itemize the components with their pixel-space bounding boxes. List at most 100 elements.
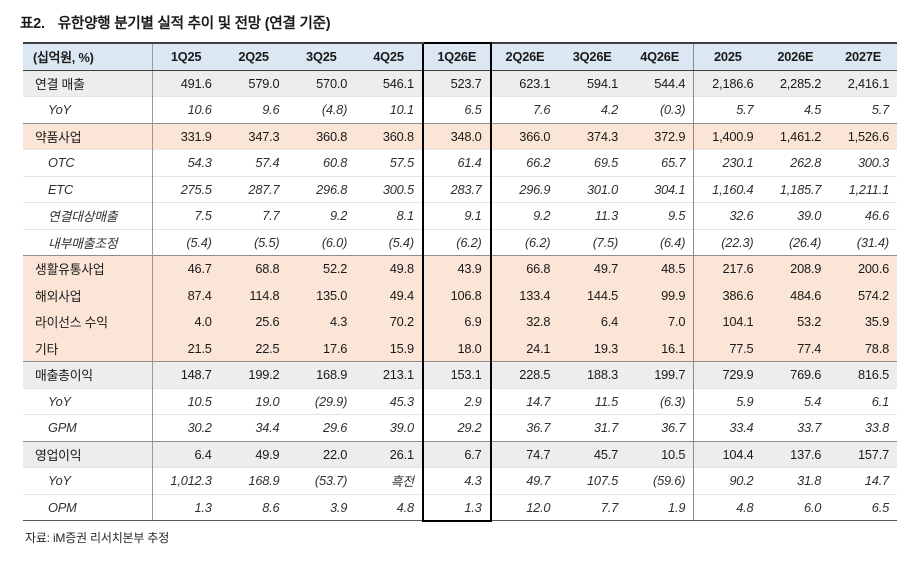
row-label: 해외사업 xyxy=(23,281,153,309)
value-cell: 4.3 xyxy=(421,467,492,494)
value-cell: 68.8 xyxy=(219,255,288,282)
value-cell: 12.0 xyxy=(490,493,559,521)
value-cell: 10.6 xyxy=(152,96,220,123)
value-cell: 1,211.1 xyxy=(829,175,897,203)
value-cell: 7.0 xyxy=(626,308,694,335)
value-cell: 77.4 xyxy=(761,334,830,362)
value-cell: 65.7 xyxy=(626,149,694,176)
value-cell: (0.3) xyxy=(626,96,694,123)
row-label: OTC xyxy=(23,149,153,176)
value-cell: 99.9 xyxy=(626,281,694,309)
value-cell: 135.0 xyxy=(287,281,356,309)
table-row: OTC 54.3 57.4 60.8 57.5 61.4 66.2 69.5 65.7 230.1… xyxy=(23,149,897,176)
source-note: 자료: iM증권 리서치본부 추정 xyxy=(25,530,170,545)
value-cell: 18.0 xyxy=(421,334,492,362)
unit-label: (십억원, %) xyxy=(23,42,153,71)
value-cell: 57.5 xyxy=(355,149,423,176)
value-cell: 36.7 xyxy=(490,414,559,441)
value-cell: 217.6 xyxy=(693,255,762,282)
value-cell: 228.5 xyxy=(490,361,559,388)
value-cell: 1.3 xyxy=(152,493,220,521)
value-cell: (53.7) xyxy=(287,467,356,494)
value-cell: 48.5 xyxy=(626,255,694,282)
value-cell: 374.3 xyxy=(558,122,627,150)
value-cell: 49.4 xyxy=(355,281,423,309)
value-cell: (26.4) xyxy=(761,228,830,256)
value-cell: 6.4 xyxy=(152,440,220,468)
row-label: GPM xyxy=(23,414,153,441)
value-cell: 230.1 xyxy=(693,149,762,176)
value-cell: 1.9 xyxy=(626,493,694,521)
value-cell: (5.4) xyxy=(152,228,220,256)
value-cell: 33.8 xyxy=(829,414,897,441)
value-cell: 348.0 xyxy=(421,122,492,150)
column-header-4Q26E: 4Q26E xyxy=(626,42,694,71)
value-cell: 17.6 xyxy=(287,334,356,362)
value-cell: 4.0 xyxy=(152,308,220,335)
value-cell: 25.6 xyxy=(219,308,288,335)
value-cell: 275.5 xyxy=(152,175,220,203)
value-cell: 10.5 xyxy=(626,440,694,468)
table-row: GPM 30.2 34.4 29.6 39.0 29.2 36.7 31.7 36.7 33.4 3… xyxy=(23,414,897,441)
value-cell: 287.7 xyxy=(219,175,288,203)
value-cell: (29.9) xyxy=(287,387,356,415)
value-cell: 49.7 xyxy=(490,467,559,494)
value-cell: 45.7 xyxy=(558,440,627,468)
value-cell: 133.4 xyxy=(490,281,559,309)
value-cell: 78.8 xyxy=(829,334,897,362)
value-cell: (5.4) xyxy=(355,228,423,256)
value-cell: 372.9 xyxy=(626,122,694,150)
table-row: 약품사업 331.9 347.3 360.8 360.8 348.0 366.0 374.3 3… xyxy=(23,122,897,150)
value-cell: 360.8 xyxy=(287,122,356,150)
value-cell: 262.8 xyxy=(761,149,830,176)
value-cell: 8.6 xyxy=(219,493,288,521)
row-label: 약품사업 xyxy=(23,122,153,150)
value-cell: 6.5 xyxy=(829,493,897,521)
table-row: 라이선스 수익 4.0 25.6 4.3 70.2 6.9 32.8 6.4 7.0 104.1 5… xyxy=(23,308,897,335)
value-cell: 52.2 xyxy=(287,255,356,282)
value-cell: 49.7 xyxy=(558,255,627,282)
row-label: 연결 매출 xyxy=(23,69,153,97)
table-row: 연결 매출 491.6 579.0 570.0 546.1 523.7 623.1 594.1… xyxy=(23,69,897,97)
value-cell: 1.3 xyxy=(421,493,492,522)
value-cell: 22.5 xyxy=(219,334,288,362)
value-cell: 168.9 xyxy=(219,467,288,494)
value-cell: 61.4 xyxy=(421,149,492,176)
value-cell: 9.2 xyxy=(287,202,356,229)
value-cell: 8.1 xyxy=(355,202,423,229)
table-row: 매출총이익 148.7 199.2 168.9 213.1 153.1 228.5 188.3… xyxy=(23,361,897,388)
row-label: YoY xyxy=(23,467,153,494)
value-cell: (22.3) xyxy=(693,228,762,256)
value-cell: 2,285.2 xyxy=(761,69,830,97)
value-cell: 5.9 xyxy=(693,387,762,415)
table-row: 영업이익 6.4 49.9 22.0 26.1 6.7 74.7 45.7 10.5 104.4 1… xyxy=(23,440,897,468)
value-cell: (31.4) xyxy=(829,228,897,256)
value-cell: 7.6 xyxy=(490,96,559,123)
value-cell: 386.6 xyxy=(693,281,762,309)
value-cell: 1,160.4 xyxy=(693,175,762,203)
table-row: 내부매출조정 (5.4) (5.5) (6.0) (5.4) (6.2) (6.2) (7.5… xyxy=(23,228,897,256)
value-cell: 6.0 xyxy=(761,493,830,521)
table-row: ETC 275.5 287.7 296.8 300.5 283.7 296.9 301.0 30… xyxy=(23,175,897,203)
column-header-2Q25: 2Q25 xyxy=(219,42,288,71)
value-cell: 1,461.2 xyxy=(761,122,830,150)
value-cell: 769.6 xyxy=(761,361,830,388)
table-row: 생활유통사업 46.7 68.8 52.2 49.8 43.9 66.8 49.7 48.5 21… xyxy=(23,255,897,282)
row-label: ETC xyxy=(23,175,153,203)
value-cell: 366.0 xyxy=(490,122,559,150)
value-cell: 9.6 xyxy=(219,96,288,123)
column-header-2026E: 2026E xyxy=(761,42,830,71)
row-label: 내부매출조정 xyxy=(23,228,153,256)
value-cell: 26.1 xyxy=(355,440,423,468)
table-header-row: (십억원, %) 1Q25 2Q25 3Q25 4Q25 1Q26E 2Q26E 3Q26E 4… xyxy=(23,42,897,71)
value-cell: 104.4 xyxy=(693,440,762,468)
value-cell: 9.2 xyxy=(490,202,559,229)
value-cell: 301.0 xyxy=(558,175,627,203)
value-cell: 200.6 xyxy=(829,255,897,282)
value-cell: 188.3 xyxy=(558,361,627,388)
row-label: 라이선스 수익 xyxy=(23,308,153,335)
value-cell: 46.6 xyxy=(829,202,897,229)
table-row: 연결대상매출 7.5 7.7 9.2 8.1 9.1 9.2 11.3 9.5 32.6 39.0 4… xyxy=(23,202,897,229)
value-cell: 523.7 xyxy=(421,69,492,97)
value-cell: 283.7 xyxy=(421,175,492,203)
